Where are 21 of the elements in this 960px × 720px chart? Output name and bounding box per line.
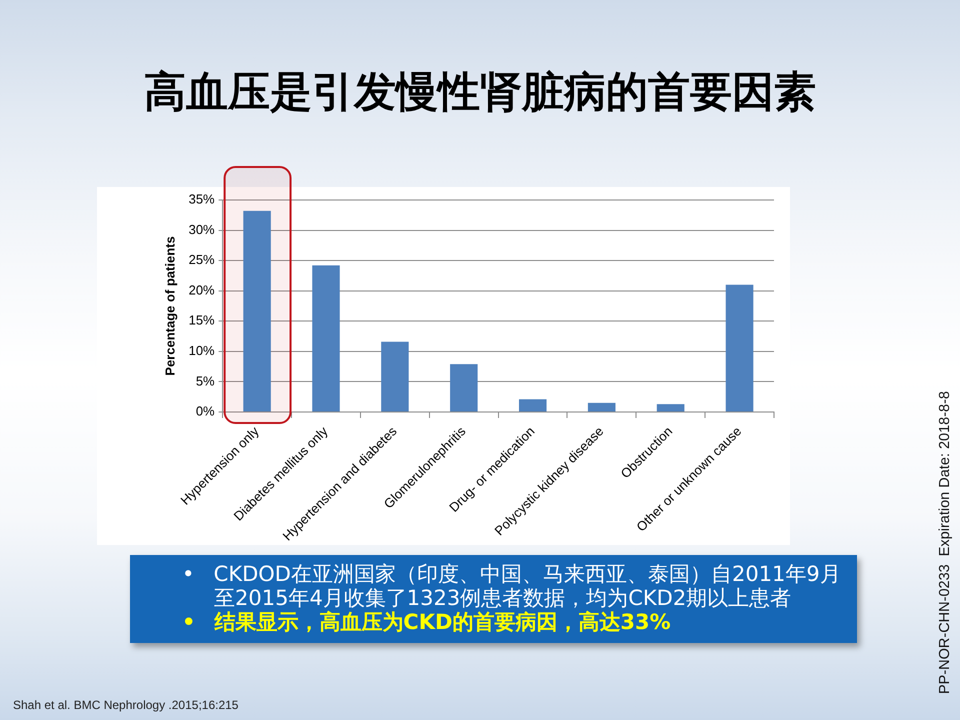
y-tick-label: 30% xyxy=(188,222,216,237)
chart-title: 高血压是引发慢性肾脏病的首要因素 xyxy=(143,67,817,117)
bar xyxy=(726,284,754,412)
text: PP-NOR-CHN-0233 Expiration Date: 2018-8-8 xyxy=(937,391,953,694)
y-axis-title: Percentage of patients xyxy=(162,236,178,376)
bar xyxy=(588,402,616,412)
y-tick-label: 10% xyxy=(188,343,216,358)
bar xyxy=(381,342,409,412)
text: • 结果显示，高血压为CKD的首要病因，高达33% xyxy=(182,610,672,634)
bar xyxy=(518,399,547,412)
bar xyxy=(450,364,478,412)
text: • CKDOD在亚洲国家（印度、中国、马来西亚、泰国）自2011年9月至2015年4月收集了1323例患者数据，均为CKD2期以上患者 xyxy=(182,562,842,610)
y-tick-label: 5% xyxy=(196,373,216,388)
y-tick-label: 15% xyxy=(188,312,216,328)
y-tick-label: 25% xyxy=(188,252,216,268)
y-tick-label: 0% xyxy=(196,404,216,419)
y-tick-label: 20% xyxy=(188,282,216,298)
bar xyxy=(656,404,684,412)
text: Shah et al. BMC Nephrology .2015;16:215 xyxy=(13,698,238,712)
y-tick-label: 35% xyxy=(188,192,216,207)
bar xyxy=(312,265,340,412)
